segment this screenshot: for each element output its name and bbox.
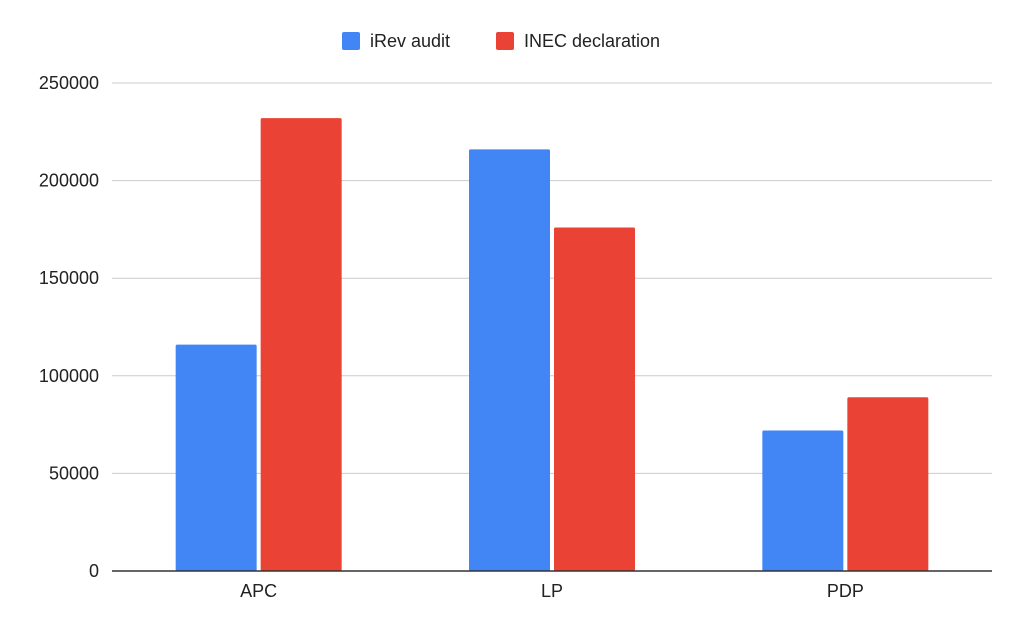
bar-pdp-irev-audit <box>762 430 844 571</box>
bar-apc-irev-audit <box>175 344 257 571</box>
bar-pdp-inec-declaration <box>847 397 929 571</box>
y-tick-label: 50000 <box>49 463 99 483</box>
x-tick-label: LP <box>541 581 563 601</box>
y-tick-label: 200000 <box>39 171 99 191</box>
x-tick-label: PDP <box>827 581 864 601</box>
axes: 0 50000 100000 150000 200000 250000 APC LP PDP <box>39 73 992 601</box>
y-tick-label: 100000 <box>39 366 99 386</box>
gridlines <box>112 82 992 474</box>
legend: iRev audit INEC declaration <box>342 31 660 51</box>
legend-swatch <box>496 32 514 50</box>
x-tick-label: APC <box>240 581 277 601</box>
bar-lp-inec-declaration <box>554 227 635 571</box>
bar-apc-inec-declaration <box>260 118 342 572</box>
y-tick-label: 150000 <box>39 268 99 288</box>
legend-label: iRev audit <box>370 31 450 51</box>
bars <box>175 118 929 572</box>
y-tick-label: 0 <box>89 561 99 581</box>
legend-item: iRev audit <box>342 31 450 51</box>
y-tick-label: 250000 <box>39 73 99 93</box>
legend-swatch <box>342 32 360 50</box>
bar-lp-irev-audit <box>469 149 550 572</box>
legend-label: INEC declaration <box>524 31 660 51</box>
legend-item: INEC declaration <box>496 31 660 51</box>
